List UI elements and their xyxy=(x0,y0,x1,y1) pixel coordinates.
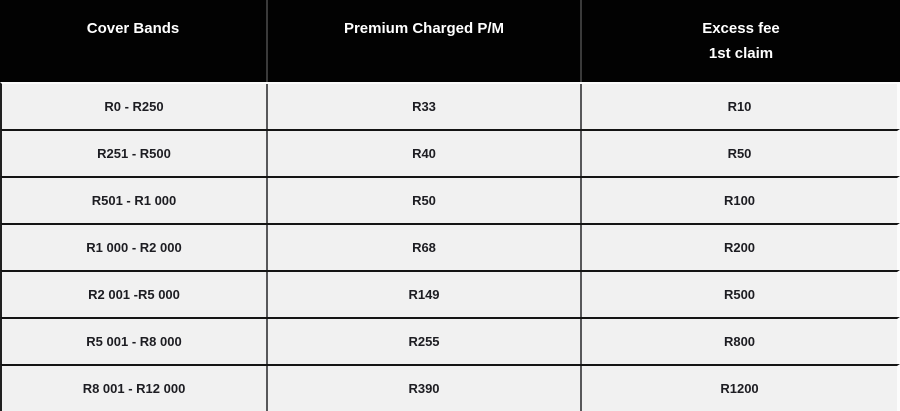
table-row: R1 000 - R2 000 R68 R200 xyxy=(0,223,900,270)
band-cell: R1 000 - R2 000 xyxy=(86,240,182,255)
premium-cell: R390 xyxy=(266,366,580,411)
excess-cell: R200 xyxy=(580,225,897,270)
premium-cell: R149 xyxy=(266,272,580,317)
table-row: R5 001 - R8 000 R255 R800 xyxy=(0,317,900,364)
premium-cell: R40 xyxy=(266,131,580,176)
header-label: Excess fee xyxy=(702,20,780,37)
excess-cell: R800 xyxy=(580,319,897,364)
band-cell: R2 001 -R5 000 xyxy=(88,287,180,302)
band-cell: R8 001 - R12 000 xyxy=(82,381,186,396)
premium-cell: R50 xyxy=(266,178,580,223)
band-cell: R0 - R250 xyxy=(104,99,164,114)
excess-cell: R10 xyxy=(580,84,897,129)
header-cell-cover-bands: Cover Bands xyxy=(0,0,266,82)
header-label: Premium Charged P/M xyxy=(343,20,505,37)
header-cell-excess-fee: Excess fee 1st claim xyxy=(580,0,900,82)
band-cell: R251 - R500 xyxy=(97,146,171,161)
header-cell-premium-charged: Premium Charged P/M xyxy=(266,0,580,82)
premium-cell: R33 xyxy=(266,84,580,129)
table-body: R0 - R250 R33 R10 R251 - R500 R40 R50 R5… xyxy=(0,82,900,411)
table-row: R2 001 -R5 000 R149 R500 xyxy=(0,270,900,317)
excess-cell: R100 xyxy=(580,178,897,223)
premium-cell: R68 xyxy=(266,225,580,270)
table-header-row: Cover Bands Premium Charged P/M Excess f… xyxy=(0,0,900,82)
header-label-line2: 1st claim xyxy=(708,45,774,62)
table-row: R501 - R1 000 R50 R100 xyxy=(0,176,900,223)
header-label: Cover Bands xyxy=(86,20,180,37)
table-row: R0 - R250 R33 R10 xyxy=(0,82,900,129)
table-row: R8 001 - R12 000 R390 R1200 xyxy=(0,364,900,411)
excess-cell: R50 xyxy=(580,131,897,176)
excess-cell: R500 xyxy=(580,272,897,317)
excess-cell: R1200 xyxy=(580,366,897,411)
band-cell: R501 - R1 000 xyxy=(91,193,177,208)
table-row: R251 - R500 R40 R50 xyxy=(0,129,900,176)
premium-cell: R255 xyxy=(266,319,580,364)
band-cell: R5 001 - R8 000 xyxy=(86,334,182,349)
